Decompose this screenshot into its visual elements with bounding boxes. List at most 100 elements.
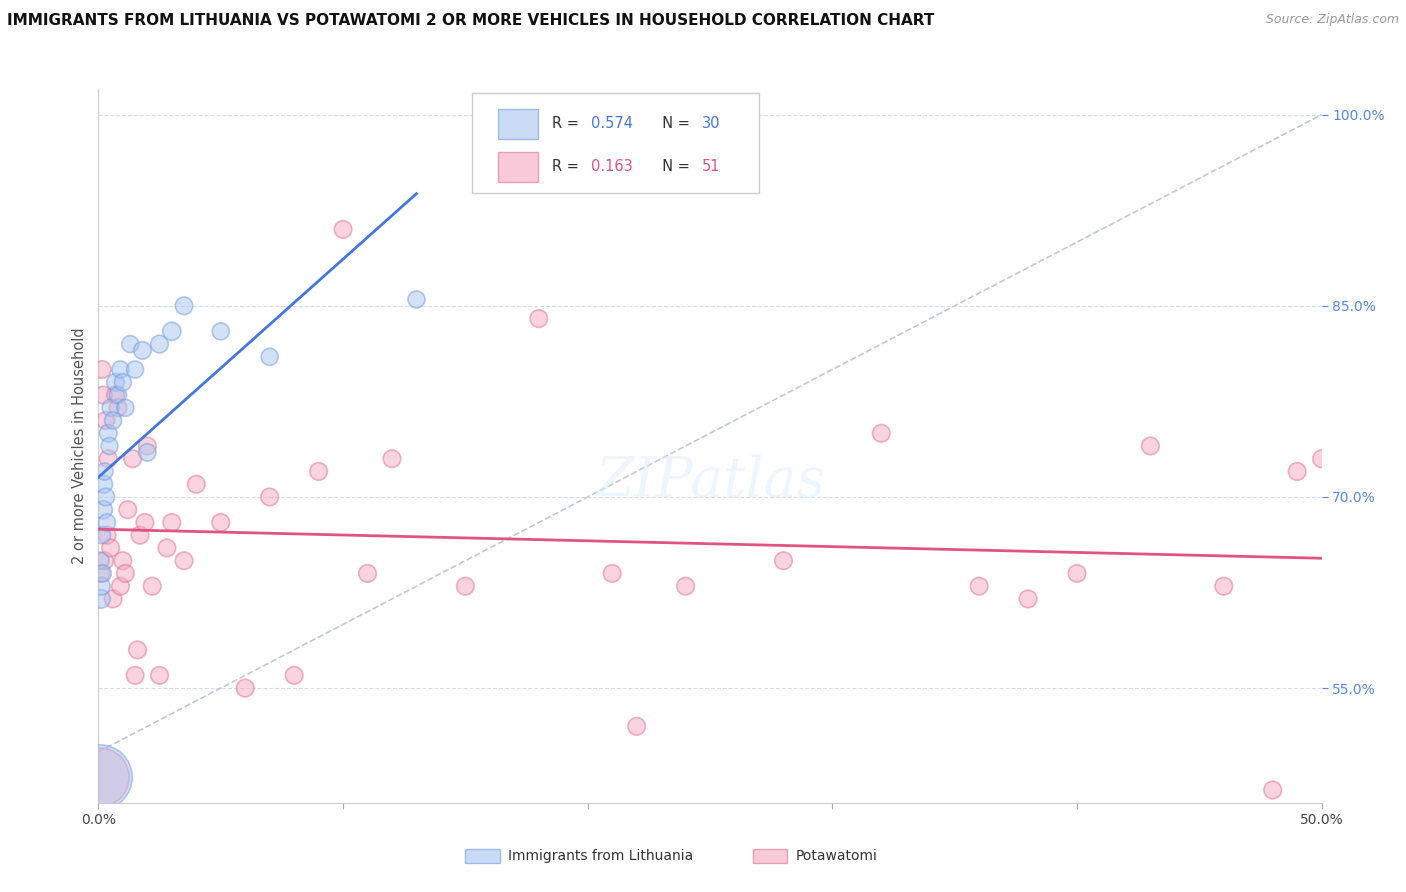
Point (91, 362, 114, 376)
Point (209, 516, 232, 530)
Text: Potawatomi: Potawatomi (796, 849, 877, 863)
FancyBboxPatch shape (752, 849, 787, 863)
Point (107, 401, 129, 415)
Text: IMMIGRANTS FROM LITHUANIA VS POTAWATOMI 2 OR MORE VEHICLES IN HOUSEHOLD CORRELAT: IMMIGRANTS FROM LITHUANIA VS POTAWATOMI … (7, 13, 935, 29)
Point (136, 439, 159, 453)
Text: 0.574: 0.574 (592, 116, 633, 131)
Point (91, 502, 114, 516)
Point (1017, 591, 1039, 606)
Point (870, 426, 893, 441)
Point (104, 376, 127, 390)
Point (120, 337, 142, 351)
Text: 30: 30 (702, 116, 720, 131)
Point (107, 388, 129, 402)
Point (527, 311, 550, 326)
Text: 51: 51 (702, 159, 720, 174)
Point (233, 681, 256, 695)
Point (141, 579, 163, 593)
Point (1310, 451, 1333, 466)
Point (675, 579, 697, 593)
Point (121, 451, 143, 466)
Point (124, 668, 146, 682)
FancyBboxPatch shape (498, 109, 537, 139)
Point (101, 413, 124, 427)
Point (117, 502, 139, 516)
Point (259, 490, 281, 504)
Point (111, 554, 134, 568)
FancyBboxPatch shape (471, 93, 759, 193)
Point (93, 554, 115, 568)
Point (356, 566, 378, 581)
Point (93, 465, 115, 479)
Point (104, 388, 127, 402)
Point (173, 299, 195, 313)
Point (259, 350, 281, 364)
Point (772, 554, 794, 568)
Point (967, 579, 990, 593)
Point (114, 566, 136, 581)
Point (98, 439, 121, 453)
Point (1286, 465, 1309, 479)
Text: R =: R = (553, 159, 583, 174)
Point (1139, 439, 1161, 453)
Point (96, 528, 118, 542)
Point (1261, 783, 1284, 797)
Point (90, 579, 112, 593)
Point (114, 401, 136, 415)
Point (100, 541, 122, 555)
Point (110, 362, 132, 376)
Point (124, 362, 146, 376)
Point (156, 541, 179, 555)
Point (97, 426, 120, 441)
Point (101, 591, 124, 606)
Point (89, 770, 111, 784)
Point (94, 490, 117, 504)
Point (454, 579, 477, 593)
Point (160, 324, 183, 338)
Point (110, 579, 132, 593)
Point (91, 566, 114, 581)
Point (149, 337, 172, 351)
Text: ZIPatlas: ZIPatlas (595, 454, 825, 509)
Point (91, 528, 114, 542)
Point (131, 343, 153, 358)
Point (127, 643, 149, 657)
Point (93, 477, 115, 491)
Point (100, 401, 122, 415)
Point (209, 324, 232, 338)
Point (600, 566, 623, 581)
Point (149, 668, 172, 682)
Text: N =: N = (652, 159, 695, 174)
Point (136, 445, 159, 459)
Point (90, 591, 112, 606)
Point (134, 516, 156, 530)
Point (97, 451, 120, 466)
Text: R =: R = (553, 116, 583, 131)
Point (308, 465, 330, 479)
Point (332, 222, 354, 236)
FancyBboxPatch shape (498, 152, 537, 182)
Point (186, 477, 208, 491)
Point (1066, 566, 1088, 581)
Point (626, 719, 648, 733)
Point (96, 516, 118, 530)
Point (89, 554, 111, 568)
Point (129, 528, 152, 542)
Point (94, 413, 117, 427)
Text: N =: N = (652, 116, 695, 131)
Point (91, 388, 114, 402)
Text: Source: ZipAtlas.com: Source: ZipAtlas.com (1265, 13, 1399, 27)
Point (160, 516, 183, 530)
Text: 0.163: 0.163 (592, 159, 633, 174)
Y-axis label: 2 or more Vehicles in Household: 2 or more Vehicles in Household (72, 327, 87, 565)
Point (405, 293, 427, 307)
Point (90, 566, 112, 581)
Point (173, 554, 195, 568)
Point (89, 770, 111, 784)
FancyBboxPatch shape (465, 849, 499, 863)
Point (283, 668, 305, 682)
Point (381, 451, 404, 466)
Point (111, 376, 134, 390)
Point (1212, 579, 1234, 593)
Text: Immigrants from Lithuania: Immigrants from Lithuania (508, 849, 693, 863)
